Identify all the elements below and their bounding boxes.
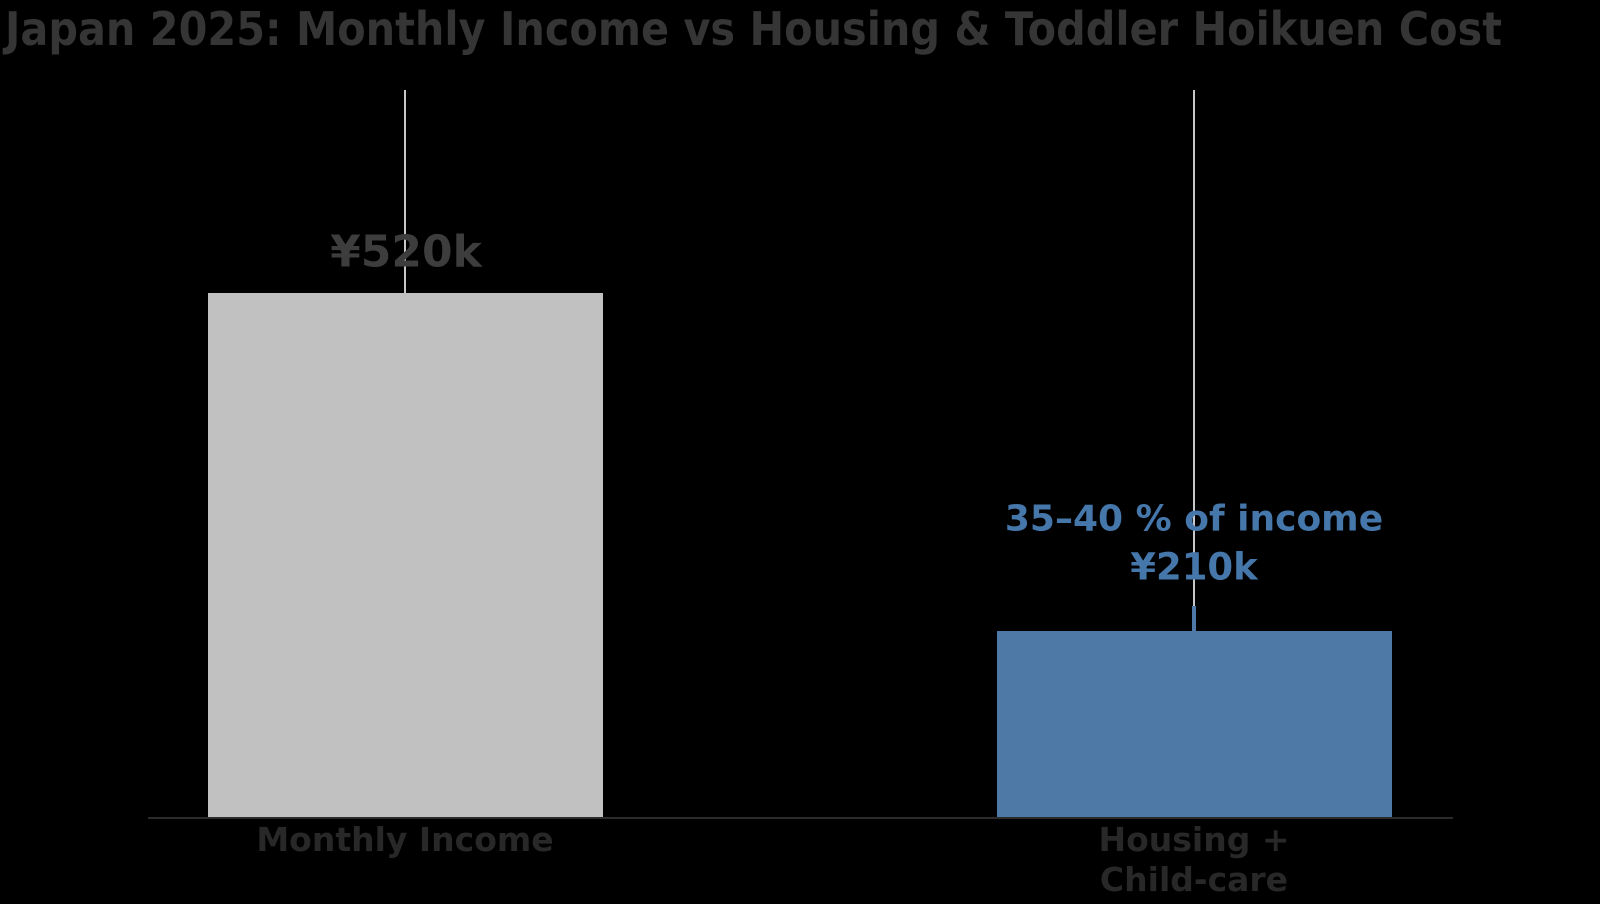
housing-upper-whisker bbox=[1192, 606, 1196, 632]
x-tick-label-line: Housing + bbox=[1098, 820, 1290, 859]
x-tick-label-monthly-income: Monthly Income bbox=[256, 820, 553, 860]
x-tick-label-line: Child-care bbox=[1099, 860, 1289, 899]
center-guide-line-housing bbox=[1193, 90, 1195, 606]
x-axis-line bbox=[148, 817, 1453, 819]
x-tick-label-line: Monthly Income bbox=[256, 820, 554, 859]
x-tick-label-housing-childcare: Housing + Child-care bbox=[1099, 820, 1290, 900]
housing-value-label: ¥210k bbox=[1130, 545, 1258, 589]
income-value-label: ¥520k bbox=[330, 226, 482, 278]
bar-housing-childcare bbox=[997, 631, 1392, 817]
chart-title: Japan 2025: Monthly Income vs Housing & … bbox=[5, 2, 1502, 56]
bar-monthly-income bbox=[208, 293, 603, 817]
housing-range-label: 35–40 % of income bbox=[1004, 498, 1384, 540]
center-guide-line-income bbox=[404, 90, 406, 293]
